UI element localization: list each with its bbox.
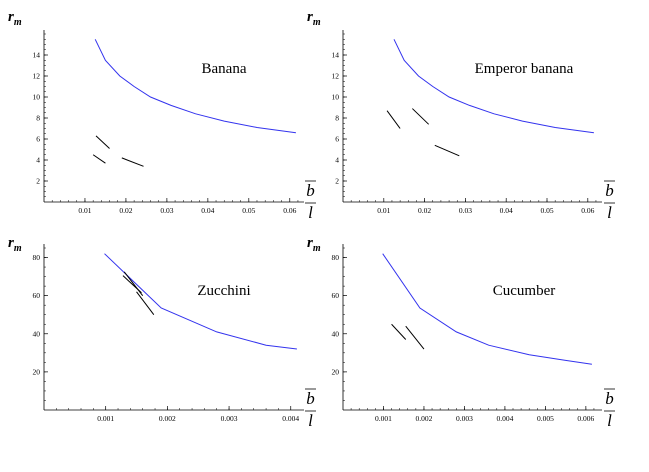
measured-segment bbox=[391, 323, 407, 340]
theory-curve bbox=[393, 39, 594, 134]
x-axis-label-l: l bbox=[607, 203, 612, 222]
x-tick-label: 0.02 bbox=[418, 206, 431, 215]
y-tick-label: 60 bbox=[332, 291, 340, 300]
y-tick-label: 10 bbox=[332, 93, 340, 102]
panel-title: Cucumber bbox=[493, 283, 555, 299]
x-axis-label-b: b bbox=[605, 181, 614, 200]
x-tick-label: 0.03 bbox=[459, 206, 472, 215]
x-tick-label: 0.003 bbox=[456, 414, 473, 423]
x-tick-label: 0.01 bbox=[78, 206, 91, 215]
x-tick-label: 0.05 bbox=[242, 206, 255, 215]
y-tick-label: 14 bbox=[332, 51, 340, 60]
panel-title: Emperor banana bbox=[475, 61, 574, 77]
y-tick-label: 14 bbox=[33, 51, 41, 60]
y-axis-label: rm bbox=[8, 235, 22, 254]
x-tick-label: 0.001 bbox=[97, 414, 114, 423]
x-tick-label: 0.006 bbox=[577, 414, 594, 423]
theory-curve bbox=[104, 253, 297, 350]
x-tick-label: 0.001 bbox=[375, 414, 392, 423]
y-tick-label: 8 bbox=[335, 114, 339, 123]
y-tick-label: 40 bbox=[332, 329, 340, 338]
x-tick-label: 0.01 bbox=[377, 206, 390, 215]
y-tick-label: 4 bbox=[335, 156, 339, 165]
x-tick-label: 0.03 bbox=[160, 206, 173, 215]
x-axis-label-b: b bbox=[605, 389, 614, 408]
x-tick-label: 0.004 bbox=[496, 414, 513, 423]
panel-cucumber: 20 40 60 80 0.001 0.002 0.003 0.004 0.005 0.006 Cu… bbox=[307, 235, 615, 430]
y-tick-label: 12 bbox=[332, 72, 340, 81]
measured-segment bbox=[92, 154, 106, 164]
y-tick-label: 20 bbox=[332, 367, 340, 376]
x-tick-label: 0.005 bbox=[537, 414, 554, 423]
y-tick-label: 20 bbox=[33, 367, 41, 376]
measured-segment bbox=[412, 108, 430, 125]
measured-segment bbox=[121, 157, 144, 167]
measured-segment bbox=[95, 135, 110, 149]
y-tick-label: 40 bbox=[33, 329, 41, 338]
y-axis-label: rm bbox=[307, 9, 321, 28]
y-tick-label: 80 bbox=[332, 253, 340, 262]
x-tick-label: 0.04 bbox=[500, 206, 513, 215]
x-tick-label: 0.002 bbox=[159, 414, 176, 423]
x-axis-label-b: b bbox=[306, 181, 315, 200]
theory-curve bbox=[94, 39, 296, 134]
x-tick-label: 0.04 bbox=[201, 206, 214, 215]
x-tick-label: 0.002 bbox=[416, 414, 433, 423]
measured-segment bbox=[386, 110, 401, 129]
measured-segment bbox=[122, 275, 142, 294]
y-tick-label: 6 bbox=[36, 135, 40, 144]
y-tick-label: 80 bbox=[33, 253, 41, 262]
x-tick-label: 0.06 bbox=[283, 206, 296, 215]
y-tick-label: 6 bbox=[335, 135, 339, 144]
panel-banana: 2 4 6 8 10 12 14 0.01 0.02 0.03 0.04 0.05 0.06 Banana… bbox=[8, 9, 316, 222]
x-tick-label: 0.02 bbox=[119, 206, 132, 215]
x-axis-label-b: b bbox=[306, 389, 315, 408]
panel-zucchini: 20 40 60 80 0.001 0.002 0.003 0.004 Zucchini rm bl bbox=[8, 235, 316, 430]
x-tick-label: 0.06 bbox=[581, 206, 594, 215]
y-tick-label: 60 bbox=[33, 291, 41, 300]
measured-segment bbox=[434, 144, 460, 157]
panel-title: Banana bbox=[202, 61, 247, 77]
y-tick-label: 4 bbox=[36, 156, 40, 165]
y-axis-label: rm bbox=[8, 9, 22, 28]
x-axis-label-l: l bbox=[308, 203, 313, 222]
y-tick-label: 12 bbox=[33, 72, 41, 81]
x-axis-label-l: l bbox=[308, 411, 313, 430]
x-tick-label: 0.05 bbox=[540, 206, 553, 215]
panel-emperor-banana: 2 4 6 8 10 12 14 0.01 0.02 0.03 0.04 0.05 0.06 Empero… bbox=[307, 9, 615, 222]
theory-curve bbox=[382, 253, 592, 365]
y-tick-label: 10 bbox=[33, 93, 41, 102]
y-tick-label: 2 bbox=[36, 177, 40, 186]
x-axis-label-l: l bbox=[607, 411, 612, 430]
panel-title: Zucchini bbox=[197, 283, 250, 299]
x-tick-label: 0.003 bbox=[221, 414, 238, 423]
y-tick-label: 2 bbox=[335, 177, 339, 186]
x-tick-label: 0.004 bbox=[282, 414, 299, 423]
measured-segment bbox=[136, 291, 155, 316]
y-tick-label: 8 bbox=[36, 114, 40, 123]
measured-segment bbox=[405, 325, 425, 350]
measured-segment bbox=[123, 271, 144, 296]
y-axis-label: rm bbox=[307, 235, 321, 254]
